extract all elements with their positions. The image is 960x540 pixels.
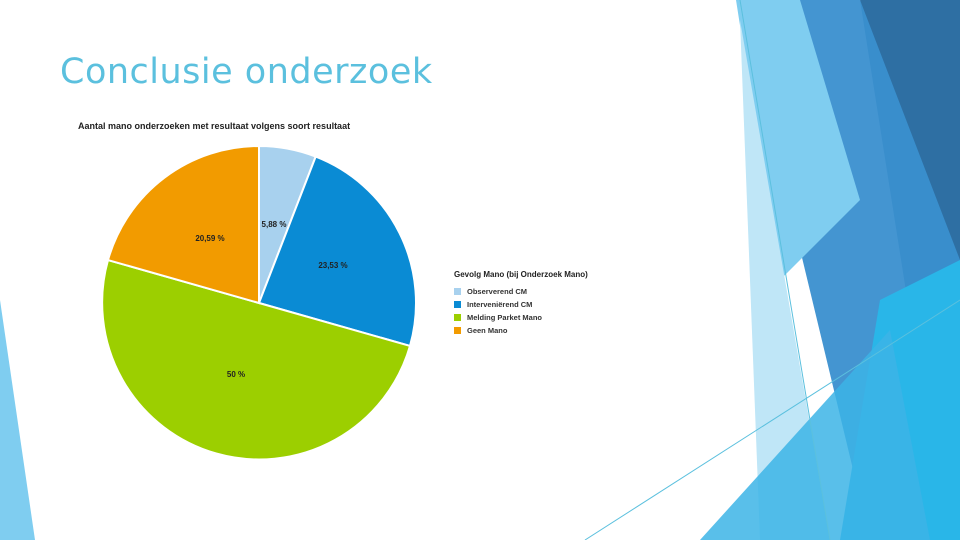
legend-item: Melding Parket Mano bbox=[454, 311, 634, 324]
slice-label-3: 50 % bbox=[227, 370, 245, 379]
deco-line-2 bbox=[584, 299, 960, 540]
legend-title: Gevolg Mano (bij Onderzoek Mano) bbox=[454, 270, 588, 279]
legend-item: Observerend CM bbox=[454, 285, 634, 298]
pie-slice-3 bbox=[101, 258, 412, 461]
legend-item: Interveniërend CM bbox=[454, 298, 634, 311]
deco-shape-light-blue-arrow bbox=[736, 0, 860, 280]
legend-swatch bbox=[454, 301, 461, 308]
legend-swatch bbox=[454, 314, 461, 321]
legend-label: Melding Parket Mano bbox=[467, 313, 543, 322]
legend: Gevolg Mano (bij Onderzoek Mano) Observe… bbox=[454, 270, 634, 337]
legend-item: Geen Mano bbox=[454, 324, 634, 337]
deco-shape-left-sliver bbox=[0, 300, 35, 540]
slice-label-2: 23,53 % bbox=[318, 261, 347, 270]
legend-label: Interveniërend CM bbox=[467, 300, 533, 309]
slice-label-4: 20,59 % bbox=[195, 234, 224, 243]
slice-label-1: 5,88 % bbox=[262, 220, 287, 229]
pie-slice-2 bbox=[257, 155, 417, 348]
slide-title: Conclusie onderzoek bbox=[60, 52, 433, 92]
deco-shape-pale-band bbox=[740, 20, 830, 540]
legend-label: Observerend CM bbox=[467, 287, 528, 296]
legend-swatch bbox=[454, 327, 461, 334]
deco-line-1 bbox=[739, 0, 831, 540]
pie-slice-4 bbox=[106, 144, 260, 305]
deco-shape-bottom-blue bbox=[700, 330, 930, 540]
chart-title: Aantal mano onderzoeken met resultaat vo… bbox=[78, 121, 351, 131]
legend-label: Geen Mano bbox=[467, 326, 508, 335]
legend-swatch bbox=[454, 288, 461, 295]
